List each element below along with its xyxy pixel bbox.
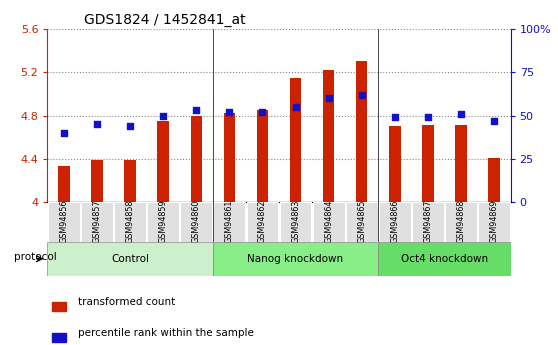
FancyBboxPatch shape [379,202,411,242]
Bar [488,158,500,202]
Bar [323,70,334,202]
Bar [124,160,136,202]
Text: GSM94869: GSM94869 [489,200,498,244]
FancyBboxPatch shape [147,202,179,242]
Point [192,108,201,113]
Point [390,115,399,120]
Text: GSM94856: GSM94856 [60,200,69,244]
Bar [290,78,301,202]
Bar [58,166,70,202]
Text: protocol: protocol [15,252,57,262]
Point [93,121,102,127]
Point [60,130,69,136]
FancyBboxPatch shape [213,241,378,276]
FancyBboxPatch shape [247,202,278,242]
Point [324,96,333,101]
Text: GSM94858: GSM94858 [126,200,134,244]
FancyBboxPatch shape [180,202,212,242]
Bar [224,114,235,202]
Bar [190,116,202,202]
Text: GDS1824 / 1452841_at: GDS1824 / 1452841_at [84,13,246,27]
Text: GSM94859: GSM94859 [158,200,168,244]
FancyBboxPatch shape [445,202,477,242]
Point [225,109,234,115]
Point [258,109,267,115]
Point [424,115,432,120]
Text: GSM94863: GSM94863 [291,200,300,243]
Text: Nanog knockdown: Nanog knockdown [248,254,344,264]
Point [489,118,498,124]
FancyBboxPatch shape [114,202,146,242]
FancyBboxPatch shape [81,202,113,242]
Text: GSM94866: GSM94866 [390,200,400,243]
Text: GSM94864: GSM94864 [324,200,333,243]
Bar [455,125,466,202]
Text: GSM94861: GSM94861 [225,200,234,243]
Text: GSM94867: GSM94867 [424,200,432,244]
Text: GSM94868: GSM94868 [456,200,465,243]
Bar [389,126,401,202]
Text: GSM94865: GSM94865 [357,200,366,244]
Text: GSM94857: GSM94857 [93,200,102,244]
Text: transformed count: transformed count [78,297,175,306]
Text: percentile rank within the sample: percentile rank within the sample [78,328,253,337]
Bar [356,61,368,202]
Bar [157,121,169,202]
FancyBboxPatch shape [312,202,344,242]
Point [291,104,300,110]
FancyBboxPatch shape [378,241,511,276]
Point [126,123,134,129]
FancyBboxPatch shape [478,202,510,242]
FancyBboxPatch shape [412,202,444,242]
Bar [52,302,66,310]
FancyBboxPatch shape [214,202,246,242]
Point [456,111,465,117]
Text: Control: Control [111,254,149,264]
Bar [257,110,268,202]
Point [158,113,167,118]
Bar [92,160,103,202]
Point [357,92,366,98]
Text: GSM94862: GSM94862 [258,200,267,244]
FancyBboxPatch shape [346,202,378,242]
FancyBboxPatch shape [47,241,213,276]
Text: GSM94860: GSM94860 [192,200,201,243]
FancyBboxPatch shape [280,202,311,242]
Text: Oct4 knockdown: Oct4 knockdown [401,254,488,264]
Bar [422,125,434,202]
FancyBboxPatch shape [48,202,80,242]
Bar [52,333,66,342]
